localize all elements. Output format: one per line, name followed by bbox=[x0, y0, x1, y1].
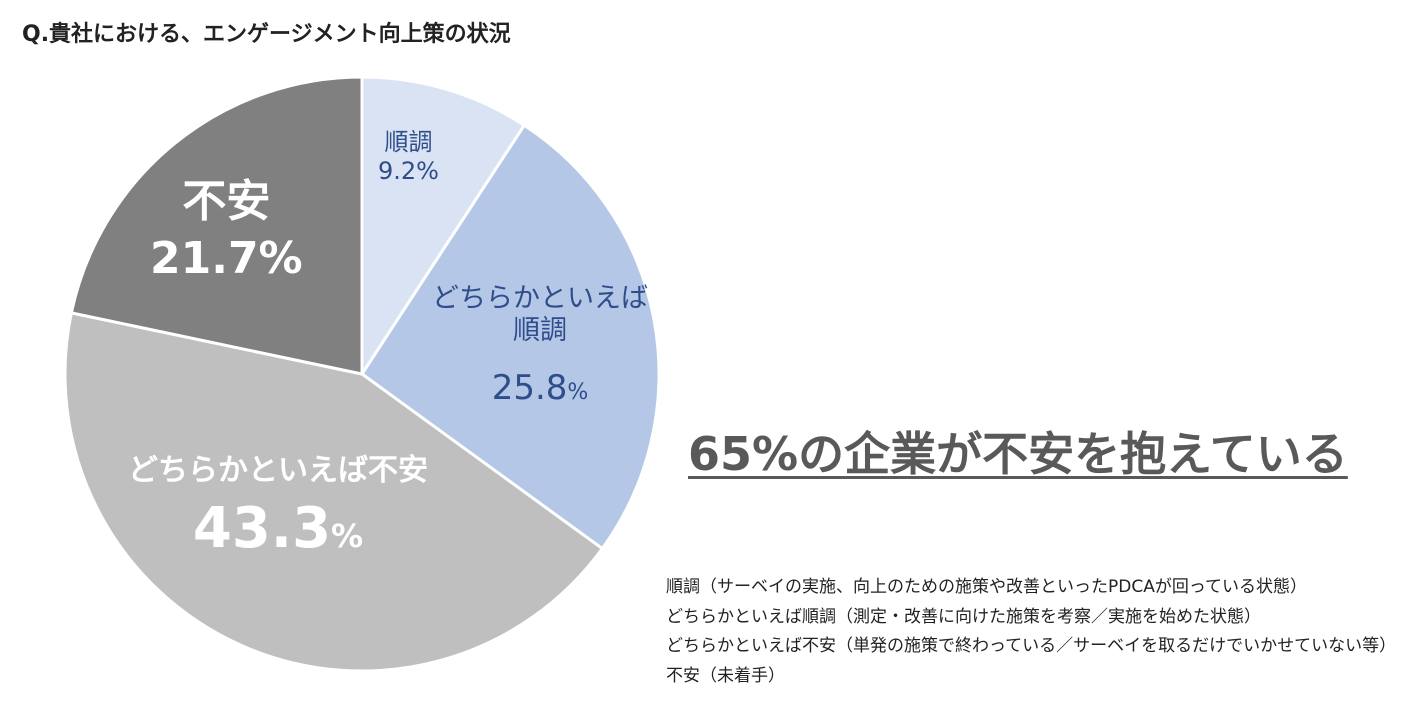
pie-slice-smooth bbox=[360, 75, 527, 380]
legend-note: どちらかといえば不安（単発の施策で終わっている／サーベイを取るだけでいかせていな… bbox=[666, 636, 1397, 656]
legend-note: どちらかといえば順調（測定・改善に向けた施策を考察／実施を始めた状態） bbox=[666, 606, 1261, 627]
slice-label-anxious: 不安 21.7% bbox=[150, 176, 303, 286]
pie-slice-somewhat-anxious bbox=[63, 311, 605, 673]
pie-slice-somewhat-smooth bbox=[359, 123, 661, 551]
slice-label-somewhat-smooth-name-2: 順調 bbox=[513, 315, 567, 347]
slice-label-anxious-name: 不安 bbox=[182, 176, 271, 227]
headline: 65%の企業が不安を抱えている bbox=[688, 427, 1348, 481]
legend-notes: 順調（サーベイの実施、向上のための施策や改善といったPDCAが回っている状態） … bbox=[666, 573, 1396, 691]
chart-title: Q.貴社における、エンゲージメント向上策の状況 bbox=[22, 22, 511, 47]
legend-note: 不安（未着手） bbox=[666, 665, 785, 686]
slice-label-smooth-name: 順調 bbox=[384, 128, 433, 156]
slice-label-somewhat-smooth: どちらかといえば 順調 25.8% bbox=[432, 283, 648, 409]
slice-label-somewhat-anxious-name: どちらかといえば不安 bbox=[128, 453, 428, 488]
legend-note: 順調（サーベイの実施、向上のための施策や改善といったPDCAが回っている状態） bbox=[666, 577, 1307, 597]
slice-label-somewhat-smooth-pct-unit: % bbox=[567, 379, 589, 405]
slice-label-somewhat-anxious-pct-unit: % bbox=[331, 517, 364, 555]
slice-label-somewhat-smooth-pct-num: 25.8 bbox=[491, 367, 568, 408]
slice-label-smooth: 順調 9.2% bbox=[378, 128, 439, 186]
slice-label-anxious-pct: 21.7% bbox=[150, 232, 303, 284]
pie-slice-anxious bbox=[69, 75, 364, 376]
slice-label-somewhat-smooth-name-1: どちらかといえば bbox=[432, 283, 648, 314]
slice-label-smooth-pct: 9.2% bbox=[378, 156, 439, 185]
slice-label-somewhat-anxious-pct-num: 43.3 bbox=[192, 496, 332, 561]
slice-label-somewhat-smooth-pct: 25.8% bbox=[432, 368, 648, 409]
slice-label-somewhat-anxious-pct: 43.3% bbox=[128, 495, 428, 562]
slice-label-somewhat-anxious: どちらかといえば不安 43.3% bbox=[128, 453, 428, 562]
